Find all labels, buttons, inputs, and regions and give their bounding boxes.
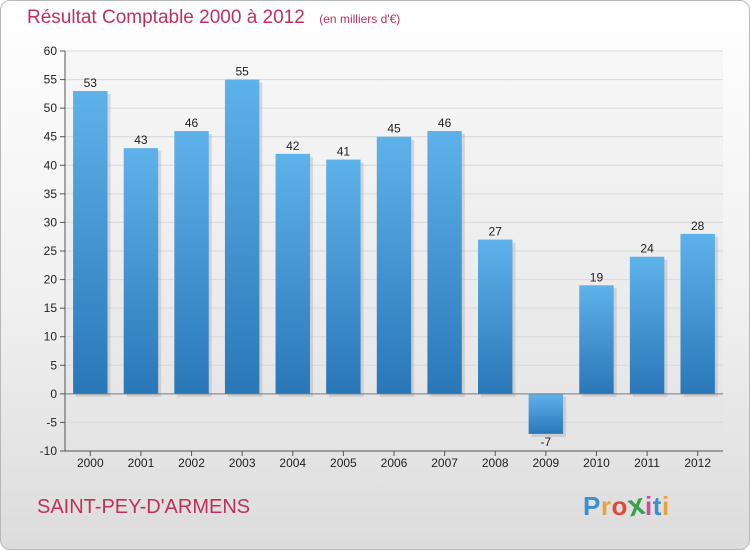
y-tick-label: 40 <box>44 158 58 172</box>
x-tick-label: 2005 <box>330 456 357 470</box>
bar-value-label: 19 <box>590 270 604 284</box>
y-tick-label: 50 <box>44 101 58 115</box>
bar <box>478 239 513 394</box>
x-tick-label: 2008 <box>482 456 509 470</box>
bar <box>224 79 260 394</box>
bar <box>174 131 209 394</box>
proxiti-logo: Proxiti <box>583 488 670 524</box>
bar <box>376 136 412 394</box>
bar-value-label: 24 <box>640 242 654 256</box>
y-tick-label: 35 <box>44 187 58 201</box>
y-tick-label: 45 <box>44 130 58 144</box>
y-tick-label: 5 <box>50 358 57 372</box>
x-tick-label: 2007 <box>431 456 458 470</box>
y-tick-label: 15 <box>44 301 58 315</box>
bar <box>275 153 310 394</box>
x-tick-label: 2004 <box>279 456 306 470</box>
y-tick-label: 20 <box>44 273 58 287</box>
bar-value-label: 46 <box>438 116 452 130</box>
x-tick-label: 2011 <box>634 456 660 470</box>
bar-value-label: 41 <box>337 145 351 159</box>
y-tick-label: 60 <box>44 44 58 58</box>
bar-value-label: 27 <box>489 225 503 239</box>
bar <box>528 393 564 434</box>
x-tick-label: 2010 <box>583 456 610 470</box>
x-tick-label: 2001 <box>128 456 155 470</box>
bar-value-label: -7 <box>541 435 552 449</box>
y-tick-label: -10 <box>40 444 58 458</box>
x-tick-label: 2000 <box>77 456 104 470</box>
y-tick-label: 0 <box>50 387 57 401</box>
y-tick-label: 25 <box>44 244 58 258</box>
bar-value-label: 45 <box>387 122 401 136</box>
x-tick-label: 2012 <box>684 456 711 470</box>
bar <box>680 233 715 394</box>
bar-value-label: 42 <box>286 139 300 153</box>
x-tick-label: 2006 <box>381 456 408 470</box>
bar <box>73 91 108 394</box>
bar-value-label: 53 <box>84 76 98 90</box>
x-tick-label: 2009 <box>532 456 559 470</box>
logo-letter: i <box>645 491 653 521</box>
bar-value-label: 43 <box>134 133 148 147</box>
logo-letter: t <box>652 491 662 521</box>
logo-letter: r <box>600 491 612 521</box>
bar <box>629 256 665 394</box>
bar <box>326 159 361 394</box>
x-tick-label: 2003 <box>229 456 256 470</box>
title-area: Résultat Comptable 2000 à 2012 (en milli… <box>27 7 400 29</box>
y-tick-label: 55 <box>44 73 58 87</box>
bar <box>123 148 159 394</box>
bar-value-label: 55 <box>235 65 249 79</box>
y-tick-label: 30 <box>44 215 58 229</box>
x-tick-label: 2002 <box>178 456 205 470</box>
chart-unit: (en milliers d'€) <box>319 12 401 26</box>
commune-name: SAINT-PEY-D'ARMENS <box>37 496 251 518</box>
bar-value-label: 46 <box>185 116 199 130</box>
bar <box>579 285 614 394</box>
logo-letter: o <box>611 491 628 521</box>
chart-title: Résultat Comptable 2000 à 2012 <box>27 7 305 28</box>
logo-letter: P <box>583 491 601 521</box>
y-tick-label: -5 <box>46 415 57 429</box>
logo-letter: i <box>661 491 670 521</box>
y-tick-label: 10 <box>44 330 58 344</box>
bar <box>427 131 462 394</box>
bar-value-label: 28 <box>691 219 705 233</box>
